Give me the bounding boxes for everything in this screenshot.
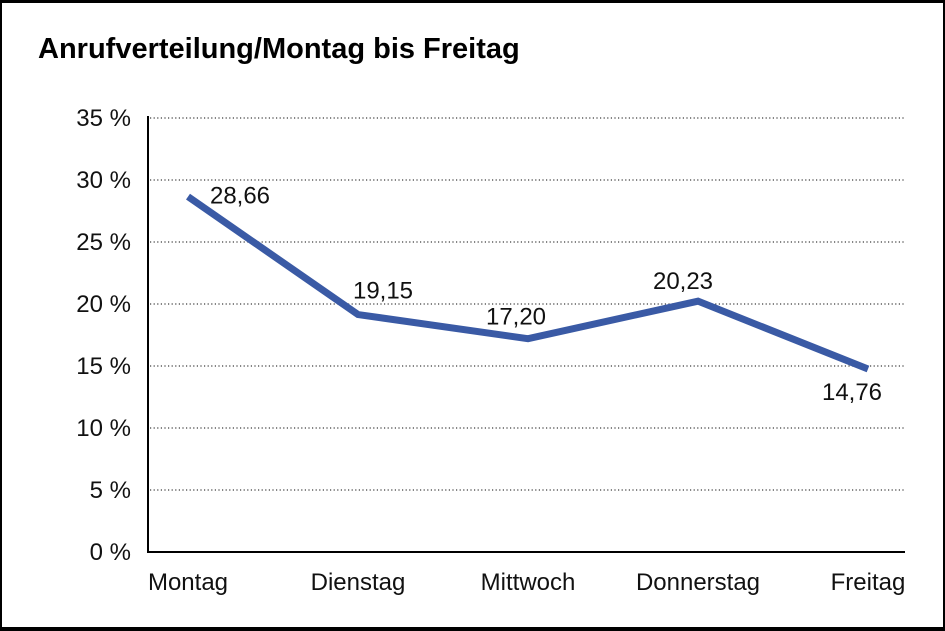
chart-title: Anrufverteilung/Montag bis Freitag	[38, 33, 520, 65]
data-point-label: 28,66	[210, 183, 270, 210]
data-point-label: 14,76	[822, 379, 882, 406]
chart-svg: 0 % 5 % 10 % 15 % 20 % 25 % 30 % 35 % 28,66 19,15…	[76, 105, 906, 596]
x-axis-category-label: Mittwoch	[481, 569, 576, 596]
y-axis-tick-label: 35 %	[76, 105, 131, 132]
y-axis-tick-label: 30 %	[76, 167, 131, 194]
y-axis-tick-label: 0 %	[90, 539, 131, 566]
x-axis-category-label: Freitag	[831, 569, 906, 596]
data-point-label: 20,23	[653, 268, 713, 295]
data-point-label: 17,20	[486, 304, 546, 331]
x-axis-category-label: Donnerstag	[636, 569, 760, 596]
y-axis-tick-label: 15 %	[76, 353, 131, 380]
y-axis-tick-label: 5 %	[90, 477, 131, 504]
y-axis-tick-label: 25 %	[76, 229, 131, 256]
x-axis-category-label: Dienstag	[311, 569, 406, 596]
series-line	[186, 193, 870, 373]
data-point-label: 19,15	[353, 278, 413, 305]
x-axis-category-label: Montag	[148, 569, 228, 596]
y-axis-tick-label: 20 %	[76, 291, 131, 318]
y-axis-tick-label: 10 %	[76, 415, 131, 442]
